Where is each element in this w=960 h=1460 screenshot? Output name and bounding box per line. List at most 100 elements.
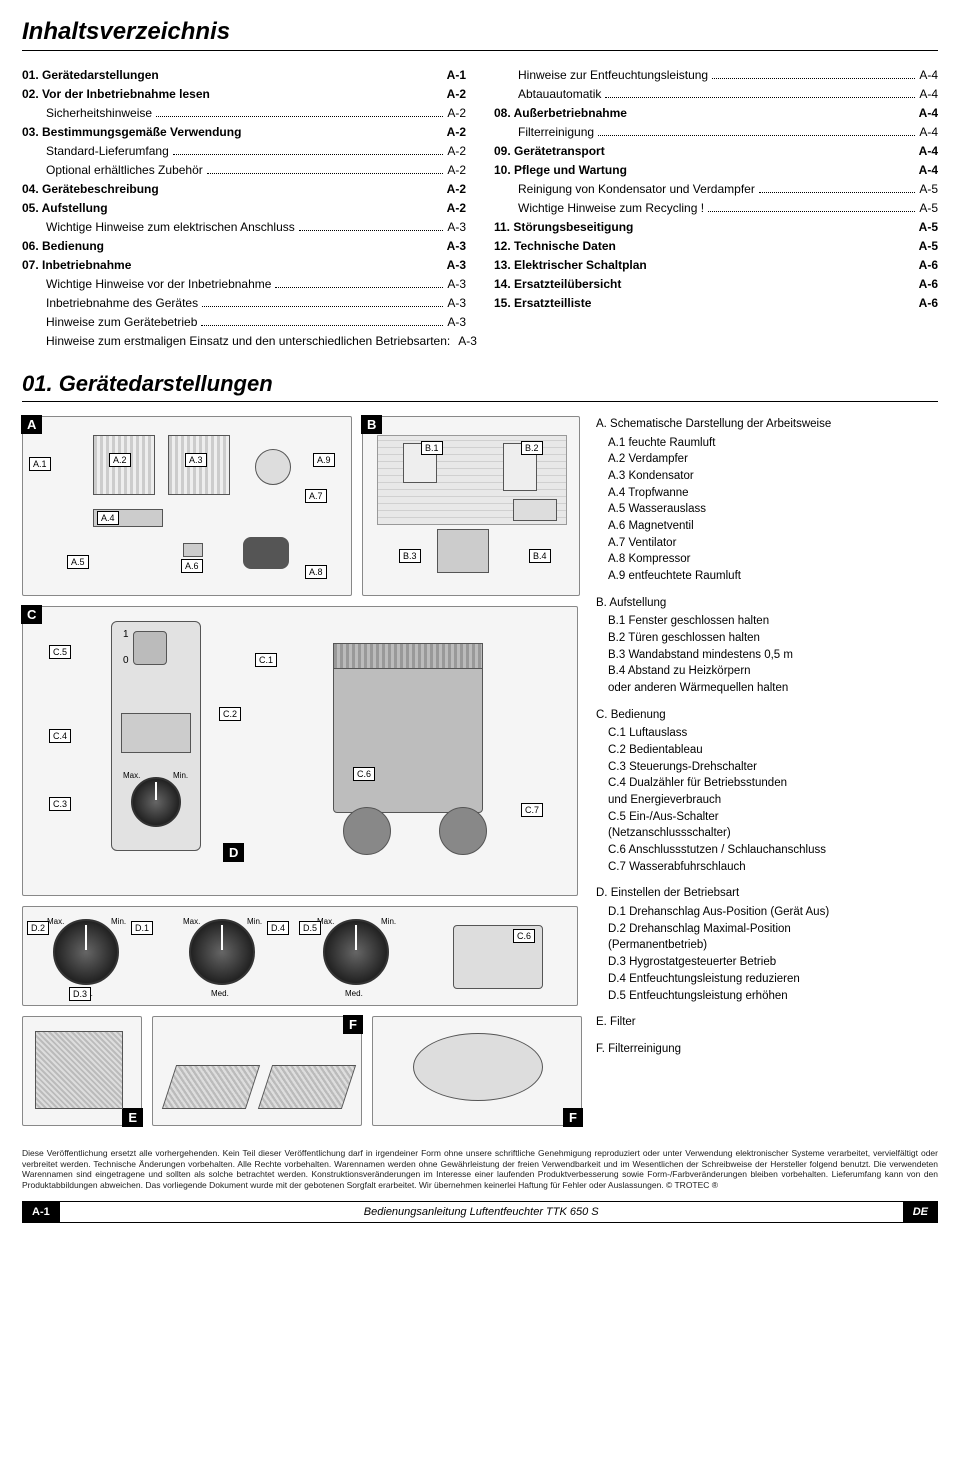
callout-b2: B.2 [521, 441, 543, 455]
toc-page: A-4 [919, 163, 938, 177]
diagram-row: A A.1 A.2 A.3 A.4 A.5 A.6 A.7 A.8 A.9 [22, 416, 938, 1136]
toc-entry: Standard-LieferumfangA-2 [22, 144, 466, 158]
toc-entry: Hinweise zum erstmaligen Einsatz und den… [22, 334, 466, 348]
toc-entry: 06. BedienungA-3 [22, 239, 466, 253]
toc-right-column: Hinweise zur EntfeuchtungsleistungA-4 Abt… [494, 63, 938, 353]
filter-clean-2 [258, 1065, 356, 1109]
toc-page: A-2 [447, 182, 466, 196]
fineprint: Diese Veröffentlichung ersetzt alle vorh… [22, 1148, 938, 1191]
legend-item: B.1 Fenster geschlossen halten [596, 613, 938, 630]
legend-item: A.2 Verdampfer [596, 451, 938, 468]
toc-page: A-3 [447, 239, 466, 253]
toc-page: A-6 [919, 258, 938, 272]
legend-item: B.3 Wandabstand mindestens 0,5 m [596, 647, 938, 664]
d3-med: Med. [345, 989, 363, 998]
toc-page: A-5 [919, 182, 938, 196]
toc-left-column: 01. GerätedarstellungenA-102. Vor der In… [22, 63, 466, 353]
legend-item: C.2 Bedientableau [596, 742, 938, 759]
toc-entry: 04. Gerätebeschreibung A-2 [22, 182, 466, 196]
toc-entry: Wichtige Hinweise vor der Inbetriebnahme… [22, 277, 466, 291]
callout-c4: C.4 [49, 729, 71, 743]
callout-c5: C.5 [49, 645, 71, 659]
wheel-left [343, 807, 391, 855]
callout-d4: D.4 [267, 921, 289, 935]
toc-entry: AbtauautomatikA-4 [494, 87, 938, 101]
toc-entry: 07. InbetriebnahmeA-3 [22, 258, 466, 272]
legend-head: F. Filterreinigung [596, 1041, 938, 1058]
toc-entry: 03. Bestimmungsgemäße VerwendungA-2 [22, 125, 466, 139]
dial-1 [53, 919, 119, 985]
toc-page: A-3 [447, 296, 466, 310]
d2-med: Med. [211, 989, 229, 998]
control-dial-schematic [131, 777, 181, 827]
toc-label: 09. Gerätetransport [494, 144, 605, 158]
toc-label: 11. Störungsbeseitigung [494, 220, 633, 234]
legend-item: C.1 Luftauslass [596, 725, 938, 742]
legend-head: B. Aufstellung [596, 595, 938, 612]
panel-c-tag: C [21, 605, 42, 624]
panel-d: Max. Min. Med. Max. Min. Med. Max. Min. … [22, 906, 578, 1006]
toc-label: Standard-Lieferumfang [46, 144, 169, 158]
footer-doc-title: Bedienungsanleitung Luftentfeuchter TTK … [60, 1201, 903, 1223]
toc-page: A-2 [447, 87, 466, 101]
legend-head: E. Filter [596, 1014, 938, 1031]
legend-item: A.5 Wasserauslass [596, 501, 938, 518]
toc-page: A-5 [919, 220, 938, 234]
toc-label: 10. Pflege und Wartung [494, 163, 627, 177]
toc-label: Hinweise zum Gerätebetrieb [46, 315, 197, 329]
panel-f1: F [152, 1016, 362, 1126]
callout-a7: A.7 [305, 489, 327, 503]
switch-label-1: 1 [123, 629, 129, 640]
callout-c3: C.3 [49, 797, 71, 811]
footer-page-number: A-1 [22, 1201, 60, 1223]
panel-b: B B.1 B.2 B.3 B.4 [362, 416, 580, 596]
legend-head: A. Schematische Darstellung der Arbeitsw… [596, 416, 938, 433]
toc-entry: Hinweise zum GerätebetriebA-3 [22, 315, 466, 329]
toc-page: A-2 [447, 125, 466, 139]
legend-item: B.4 Abstand zu Heizkörpern [596, 663, 938, 680]
legend-item: C.3 Steuerungs-Drehschalter [596, 759, 938, 776]
legend-block-e: E. Filter [596, 1014, 938, 1031]
legend-column: A. Schematische Darstellung der Arbeitsw… [596, 416, 938, 1136]
legend-block-a: A. Schematische Darstellung der Arbeitsw… [596, 416, 938, 585]
hose-fitting-detail [413, 1033, 543, 1101]
switch-label-0: 0 [123, 655, 129, 666]
toc-page: A-2 [447, 106, 466, 120]
toc-label: Abtauautomatik [518, 87, 601, 101]
callout-d3: D.3 [69, 987, 91, 1001]
legend-item: A.6 Magnetventil [596, 518, 938, 535]
legend-item: D.4 Entfeuchtungsleistung reduzieren [596, 971, 938, 988]
toc-label: 04. Gerätebeschreibung [22, 182, 159, 196]
legend-block-d: D. Einstellen der BetriebsartD.1 Drehans… [596, 885, 938, 1004]
legend-item: C.4 Dualzähler für Betriebsstunden [596, 775, 938, 792]
toc-label: Wichtige Hinweise zum elektrischen Ansch… [46, 220, 295, 234]
toc-dots [598, 135, 915, 136]
panel-f2-tag: F [563, 1108, 583, 1127]
legend-item: D.2 Drehanschlag Maximal-Position [596, 921, 938, 938]
d3-min: Min. [381, 917, 396, 926]
toc-page: A-6 [919, 277, 938, 291]
callout-a1: A.1 [29, 457, 51, 471]
air-outlet-grille [333, 643, 483, 669]
toc-label: 08. Außerbetriebnahme [494, 106, 627, 120]
toc-page: A-3 [447, 220, 466, 234]
toc-label: Inbetriebnahme des Gerätes [46, 296, 198, 310]
legend-block-c: C. BedienungC.1 LuftauslassC.2 Bedientab… [596, 707, 938, 876]
toc-entry: 11. Störungsbeseitigung A-5 [494, 220, 938, 234]
toc-label: Optional erhältliches Zubehör [46, 163, 203, 177]
toc-entry: Optional erhältliches ZubehörA-2 [22, 163, 466, 177]
callout-a6: A.6 [181, 559, 203, 573]
callout-a4: A.4 [97, 511, 119, 525]
legend-item: D.3 Hygrostatgesteuerter Betrieb [596, 954, 938, 971]
toc-page: A-5 [919, 239, 938, 253]
toc-entry: Hinweise zur EntfeuchtungsleistungA-4 [494, 68, 938, 82]
panel-d-tag: D [223, 843, 244, 862]
callout-a5: A.5 [67, 555, 89, 569]
toc-label: 05. Aufstellung [22, 201, 108, 215]
radiator-schematic [513, 499, 557, 521]
toc-dots [605, 97, 915, 98]
legend-item: und Energieverbrauch [596, 792, 938, 809]
panel-f1-tag: F [343, 1015, 363, 1034]
toc-dots [712, 78, 915, 79]
toc-label: 02. Vor der Inbetriebnahme lesen [22, 87, 210, 101]
